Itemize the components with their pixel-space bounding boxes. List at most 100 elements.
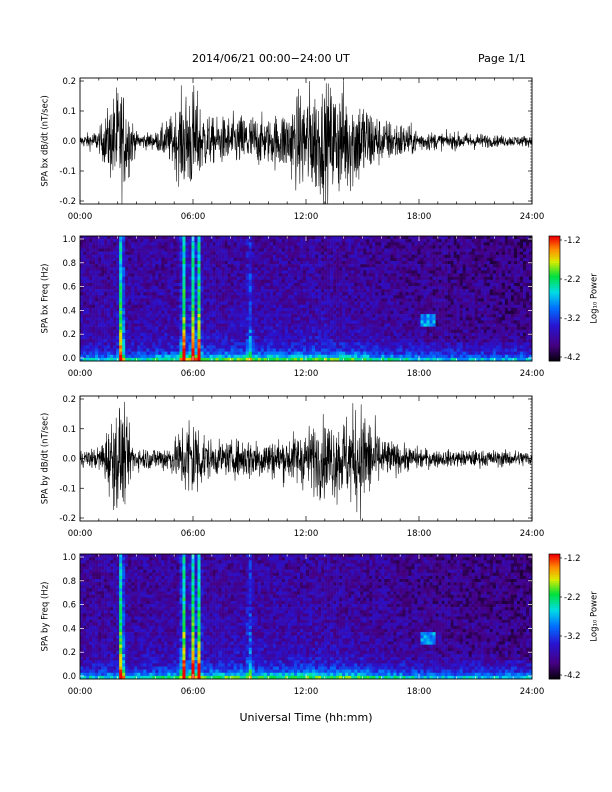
heat-cell (92, 289, 96, 293)
heat-cell (290, 351, 295, 356)
heat-cell (239, 267, 244, 271)
heat-cell (302, 242, 307, 246)
heat-cell (134, 254, 138, 259)
heat-cell (339, 323, 343, 327)
heat-cell (212, 342, 216, 346)
heat-cell (146, 236, 150, 240)
heat-cell (104, 295, 108, 299)
heat-cell (248, 354, 253, 359)
heat-cell (107, 239, 111, 243)
heat-cell (381, 264, 385, 268)
heat-cell (369, 304, 373, 309)
heat-cell (293, 236, 298, 240)
heat-cell (315, 320, 319, 324)
heat-cell (306, 342, 310, 346)
heat-cell (248, 357, 253, 362)
heat-cell (149, 254, 153, 259)
heat-cell (164, 351, 168, 356)
heat-cell (233, 289, 237, 293)
heat-cell (242, 245, 247, 249)
heat-cell (318, 326, 322, 331)
heat-cell (363, 307, 367, 312)
heat-cell (378, 348, 382, 352)
heat-cell (306, 301, 310, 306)
heat-cell (399, 348, 403, 352)
heat-cell (107, 342, 111, 346)
heat-cell (354, 279, 358, 284)
heat-cell (444, 267, 448, 271)
heat-cell (417, 342, 421, 346)
heat-cell (155, 245, 159, 249)
heat-cell (393, 295, 397, 299)
heat-cell (381, 351, 385, 356)
heat-cell (423, 282, 427, 287)
heat-cell (161, 242, 165, 246)
heat-cell (182, 251, 186, 256)
heat-cell (278, 332, 283, 337)
heat-cell (194, 298, 198, 302)
heat-cell (254, 307, 259, 312)
heat-cell (372, 348, 376, 352)
heat-cell (197, 336, 201, 340)
heat-cell (233, 295, 237, 299)
heat-cell (122, 332, 126, 337)
heat-cell (384, 320, 388, 324)
heat-cell (393, 279, 397, 284)
heat-cell (402, 298, 406, 302)
heat-cell (269, 317, 274, 321)
heat-cell (393, 311, 397, 315)
heat-cell (281, 336, 286, 340)
heat-cell (414, 273, 418, 277)
heat-cell (384, 292, 388, 296)
heat-cell (327, 320, 331, 324)
heat-cell (411, 304, 415, 309)
heat-cell (245, 307, 250, 312)
heat-cell (83, 254, 87, 259)
heat-cell (429, 323, 433, 327)
heat-cell (176, 261, 180, 265)
heat-cell (176, 242, 180, 246)
heat-cell (444, 261, 448, 265)
heat-cell (164, 264, 168, 268)
heat-cell (357, 276, 361, 281)
heat-cell (408, 304, 412, 309)
heat-cell (92, 354, 96, 359)
heat-cell (269, 304, 274, 309)
heat-cell (227, 282, 231, 287)
heat-cell (435, 257, 439, 262)
heat-cell (194, 348, 198, 352)
heat-cell (375, 264, 379, 268)
heat-cell (155, 320, 159, 324)
heat-cell (212, 248, 216, 252)
heat-cell (83, 357, 87, 362)
heat-cell (107, 311, 111, 315)
heat-cell (182, 345, 186, 349)
heat-cell (155, 307, 159, 312)
heat-cell (390, 292, 394, 296)
heat-cell (203, 273, 207, 277)
heat-cell (266, 345, 271, 349)
heat-cell (86, 329, 90, 334)
heat-cell (414, 292, 418, 296)
heat-cell (245, 298, 250, 302)
heat-cell (315, 264, 319, 268)
heat-cell (417, 307, 421, 312)
heat-cell (345, 270, 349, 274)
heat-cell (179, 339, 183, 343)
heat-cell (366, 295, 370, 299)
heat-cell (86, 289, 90, 293)
heat-cell (125, 295, 129, 299)
heat-cell (348, 336, 352, 340)
heat-cell (384, 289, 388, 293)
heat-cell (312, 254, 316, 259)
heat-cell (95, 298, 99, 302)
heat-cell (278, 282, 283, 287)
heat-cell (206, 282, 210, 287)
heat-cell (435, 332, 439, 337)
heat-cell (423, 320, 427, 324)
heat-cell (98, 248, 102, 252)
heat-cell (306, 357, 310, 362)
heat-cell (281, 251, 286, 256)
heat-cell (345, 329, 349, 334)
heat-cell (83, 245, 87, 249)
